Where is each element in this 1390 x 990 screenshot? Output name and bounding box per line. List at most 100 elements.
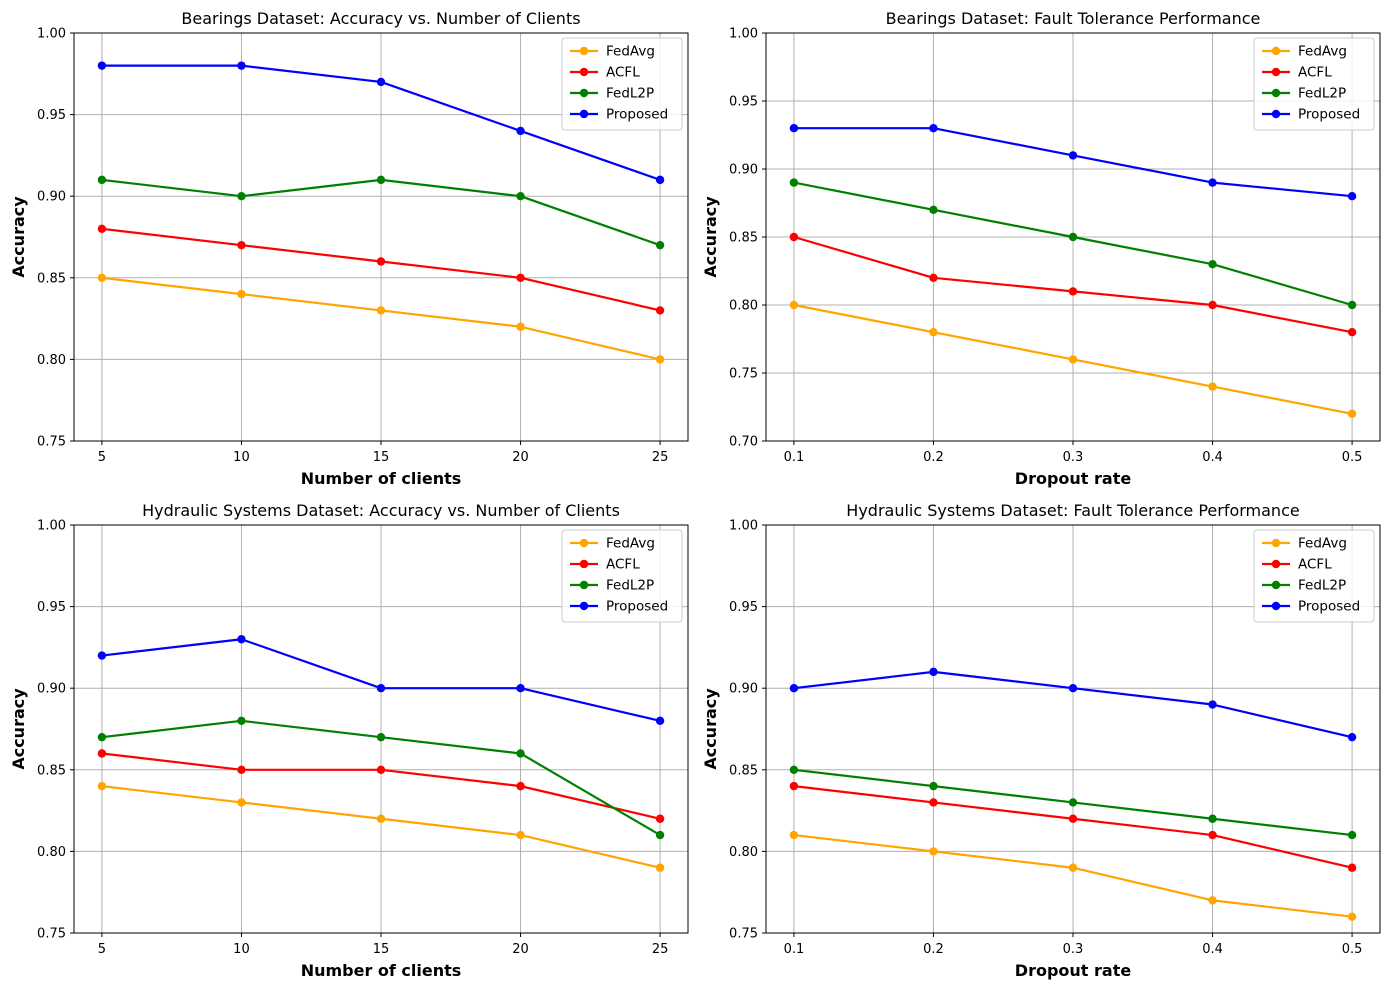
x-tick-label: 20 [512,450,529,465]
data-point-acfl [1208,830,1217,840]
x-tick-label: 0.4 [1202,450,1223,465]
data-point-fedl2p [97,732,107,742]
data-point-acfl [516,781,525,791]
chart-title: Hydraulic Systems Dataset: Fault Toleran… [846,501,1299,520]
data-point-acfl [97,749,107,758]
legend-label-fedl2p: FedL2P [1298,86,1346,102]
data-point-acfl [1208,300,1217,310]
legend-label-fedavg: FedAvg [606,536,655,552]
legend-marker-fedavg [1271,46,1281,56]
x-axis-label: Dropout rate [1015,961,1132,980]
data-point-proposed [516,126,525,136]
x-tick-label: 0.3 [1063,450,1084,465]
chart-panel-3: 0.75 0.80 0.85 0.90 0.95 1.00 5 10 15 20 25 Hydraul… [9,501,689,980]
y-tick-label: 0.95 [37,600,66,615]
legend-marker-acfl [1271,67,1281,77]
y-axis-label: Accuracy [701,688,720,770]
data-point-acfl [929,273,938,282]
data-point-fedavg [1208,382,1217,391]
data-point-proposed [516,684,525,693]
data-point-acfl [1068,287,1078,296]
x-tick-label: 5 [98,450,106,465]
data-point-acfl [1347,328,1357,337]
legend-label-proposed: Proposed [1298,107,1360,123]
legend-marker-proposed [1271,109,1281,119]
y-tick-label: 1.00 [37,27,66,42]
chart-title: Bearings Dataset: Accuracy vs. Number of… [181,9,580,28]
legend-box [1253,37,1375,131]
data-point-acfl [97,224,107,234]
legend-label-acfl: ACFL [1298,557,1332,573]
y-tick-label: 0.85 [729,231,758,246]
legend-marker-fedavg [1271,538,1281,548]
legend-label-fedavg: FedAvg [1298,536,1347,552]
x-tick-label: 10 [233,942,250,957]
y-tick-label: 0.70 [729,435,758,450]
data-point-proposed [376,77,386,87]
legend-marker-fedavg [579,538,589,548]
x-tick-label: 15 [373,450,390,465]
data-point-fedl2p [1068,798,1078,807]
y-tick-label: 0.80 [37,845,66,860]
data-point-fedl2p [376,732,386,742]
x-tick-label: 15 [373,942,390,957]
x-tick-label: 0.3 [1063,942,1084,957]
legend-box [561,529,683,623]
data-point-fedavg [929,328,938,337]
legend-marker-proposed [1271,601,1281,611]
chart-title: Bearings Dataset: Fault Tolerance Perfor… [886,9,1261,28]
legend-box [1253,529,1375,623]
data-point-proposed [1347,192,1357,201]
data-point-proposed [929,667,938,677]
data-point-fedavg [376,306,386,315]
data-point-fedavg [1068,355,1078,364]
data-point-proposed [237,61,246,70]
data-point-proposed [97,61,107,70]
x-tick-label: 25 [652,942,669,957]
legend-box [561,37,683,131]
x-axis-label: Number of clients [301,469,462,488]
plot-frame [73,32,689,442]
legend-label-acfl: ACFL [606,557,640,573]
data-point-acfl [237,240,246,250]
data-point-fedavg [1347,912,1357,921]
data-point-acfl [1068,814,1078,823]
legend-marker-proposed [579,601,589,611]
y-tick-label: 1.00 [729,519,758,534]
x-axis-label: Number of clients [301,961,462,980]
data-point-fedl2p [1208,814,1217,823]
data-point-proposed [237,635,246,644]
x-tick-label: 0.5 [1342,450,1363,465]
data-point-proposed [1068,151,1078,160]
data-point-fedl2p [516,749,525,758]
y-tick-label: 0.85 [37,271,66,286]
chart-panel-2: 0.70 0.75 0.80 0.85 0.90 0.95 1.00 0.1 0.2 0.3 0.4… [701,9,1381,488]
data-point-fedavg [516,830,525,840]
data-point-fedavg [237,798,246,807]
y-tick-label: 0.80 [37,353,66,368]
data-point-acfl [929,798,938,807]
data-point-fedl2p [1347,830,1357,840]
data-point-fedavg [929,847,938,856]
data-point-fedl2p [237,192,246,201]
data-point-proposed [1068,684,1078,693]
chart-panel-1: 0.75 0.80 0.85 0.90 0.95 1.00 5 10 15 20 25 Bearing… [9,9,689,488]
data-point-proposed [655,175,665,185]
data-point-proposed [789,124,799,133]
legend-marker-fedavg [579,46,589,56]
legend-label-proposed: Proposed [606,599,668,615]
data-point-acfl [1347,863,1357,872]
data-point-acfl [516,273,525,282]
data-point-fedl2p [376,175,386,185]
plot-frame [765,524,1381,934]
x-tick-label: 0.4 [1202,942,1223,957]
data-point-fedavg [516,322,525,331]
data-point-fedl2p [929,781,938,791]
x-tick-label: 20 [512,942,529,957]
data-point-fedavg [97,781,107,791]
data-point-fedavg [1347,409,1357,418]
legend-label-fedavg: FedAvg [606,44,655,60]
data-point-acfl [655,306,665,315]
y-tick-label: 0.95 [37,108,66,123]
data-point-fedl2p [789,178,799,187]
